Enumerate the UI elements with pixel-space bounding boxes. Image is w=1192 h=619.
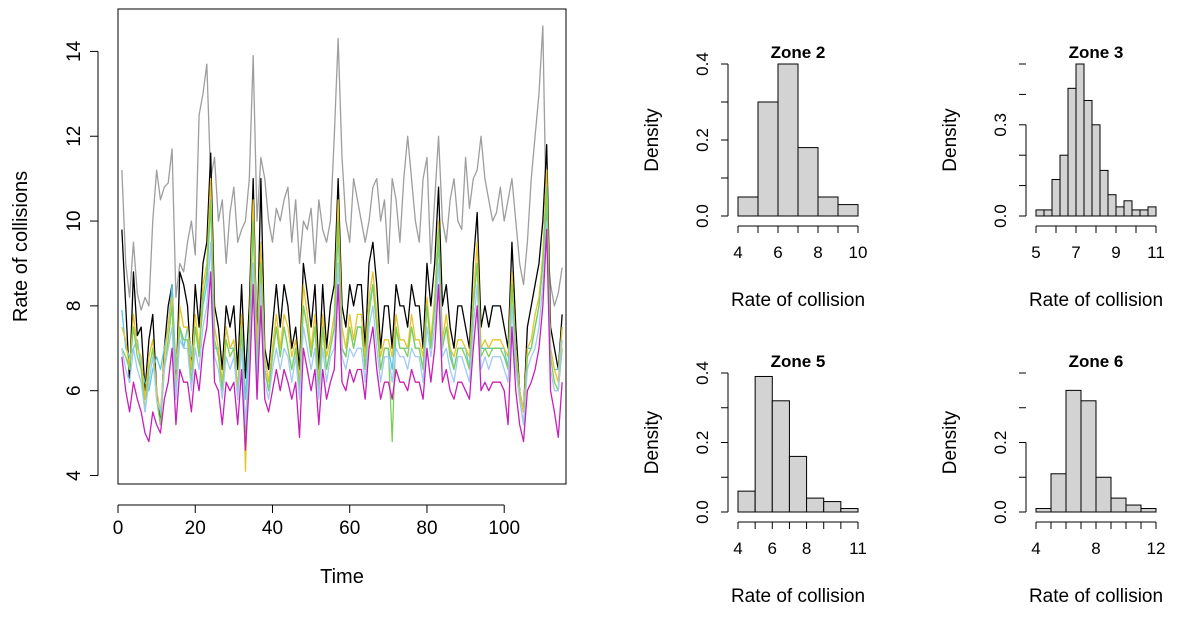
y-axis-label: Density (642, 410, 663, 474)
y-tick-label: 12 (64, 126, 85, 147)
histogram-bar (777, 63, 799, 217)
histogram-bar (1123, 200, 1133, 217)
histogram-bar (1065, 389, 1082, 513)
x-tick-label: 20 (185, 518, 206, 539)
histogram-bar (1050, 473, 1067, 513)
histogram-bar (737, 196, 759, 217)
y-tick-label: 0.4 (693, 52, 712, 76)
series-line-7 (121, 228, 563, 451)
histogram-bar (1067, 87, 1077, 217)
x-axis-label: Rate of collision (731, 290, 865, 311)
histogram-bar (837, 204, 859, 217)
y-tick-label: 14 (64, 40, 85, 62)
plot-frame (117, 8, 567, 485)
histogram-bar (788, 455, 808, 513)
histogram-bar (757, 101, 779, 217)
x-tick-label: 5 (1031, 243, 1040, 262)
y-tick-label: 0.3 (991, 113, 1010, 137)
histogram-title: Zone 2 (771, 43, 826, 62)
y-axis-label: Density (940, 410, 961, 474)
x-tick-label: 8 (1091, 539, 1100, 558)
x-tick-label: 7 (1071, 243, 1080, 262)
y-tick-label: 10 (64, 210, 85, 231)
histogram-bar (1095, 476, 1112, 513)
x-axis-label: Rate of collision (1029, 586, 1163, 607)
y-tick-label: 0.0 (991, 500, 1010, 524)
x-tick-label: 0 (113, 518, 124, 539)
x-tick-label: 4 (1031, 539, 1040, 558)
x-tick-label: 4 (733, 243, 742, 262)
histogram-bar (1099, 169, 1109, 217)
histogram-bar (1131, 209, 1141, 217)
line-chart: 0 20 40 60 80 100 Time 4 6 8 10 12 14 Rate of collisi… (10, 8, 567, 588)
histogram-bar (737, 490, 756, 513)
histogram-bar (823, 501, 842, 513)
histogram-bar (1035, 209, 1045, 217)
histogram-zone-2: Zone 2 4 6 8 10 Rate of collision 0.0 0.2 0.4 Den… (642, 43, 867, 311)
histogram-zone-5: Zone 5 4 6 8 11 Rate of collision 0.0 0.2 0.4 Den… (642, 352, 867, 607)
y-tick-label: 0.2 (991, 431, 1010, 455)
histogram-title: Zone 6 (1069, 352, 1124, 371)
x-tick-label: 10 (849, 243, 868, 262)
histogram-bar (797, 147, 819, 217)
y-tick-label: 0.2 (693, 128, 712, 152)
histogram-bar (771, 400, 790, 513)
x-tick-label: 9 (1111, 243, 1120, 262)
y-tick-label: 0.0 (693, 204, 712, 228)
histogram-bar (1083, 99, 1093, 217)
x-tick-label: 11 (849, 539, 867, 558)
histogram-bar (1043, 209, 1053, 217)
y-tick-label: 6 (64, 385, 85, 396)
histogram-bar (817, 196, 839, 217)
x-tick-label: 6 (773, 243, 782, 262)
x-tick-label: 6 (768, 539, 777, 558)
y-tick-label: 0.0 (693, 500, 712, 524)
y-tick-label: 0.2 (693, 431, 712, 455)
x-axis-label: Rate of collision (731, 586, 865, 607)
histogram-bar (1091, 124, 1101, 217)
y-axis-label: Density (642, 108, 663, 172)
histogram-bar (1080, 400, 1097, 513)
x-tick-label: 4 (733, 539, 742, 558)
x-tick-label: 11 (1147, 243, 1165, 262)
histogram-zone-3: Zone 3 5 7 9 11 Rate of collision 0.0 0.3 Densit… (940, 43, 1165, 311)
histogram-bar (1059, 154, 1069, 217)
x-axis-label: Rate of collision (1029, 290, 1163, 311)
histogram-bar (1125, 504, 1142, 513)
histogram-bar (1139, 209, 1149, 217)
histogram-title: Zone 3 (1069, 43, 1124, 62)
x-tick-label: 8 (813, 243, 822, 262)
histogram-bar (1147, 206, 1157, 217)
histogram-bar (806, 497, 825, 513)
x-tick-label: 8 (802, 539, 811, 558)
x-tick-label: 60 (339, 518, 360, 539)
histogram-zone-6: Zone 6 4 8 12 Rate of collision 0.0 0.2 Density (940, 352, 1165, 607)
histogram-title: Zone 5 (771, 352, 826, 371)
x-tick-label: 80 (416, 518, 437, 539)
x-tick-label: 12 (1147, 539, 1166, 558)
x-tick-label: 40 (262, 518, 283, 539)
histogram-bar (1035, 508, 1052, 513)
y-axis-label: Density (940, 108, 961, 172)
series-line-6 (121, 220, 563, 426)
y-tick-label: 0.4 (693, 361, 712, 385)
y-tick-label: 8 (64, 301, 85, 312)
y-tick-label: 0.0 (991, 204, 1010, 228)
histogram-bar (1110, 497, 1127, 513)
histogram-bar (840, 508, 859, 513)
histogram-bar (1107, 194, 1117, 217)
histogram-bar (754, 375, 773, 513)
y-axis-label: Rate of collisions (10, 171, 32, 322)
histogram-bar (1115, 206, 1125, 217)
series-line-1 (121, 25, 563, 311)
histogram-bar (1075, 63, 1085, 217)
histogram-bar (1051, 179, 1061, 217)
x-tick-label: 100 (488, 518, 520, 539)
x-axis-label: Time (320, 566, 364, 588)
histogram-bar (1140, 508, 1157, 513)
y-tick-label: 4 (64, 470, 85, 481)
